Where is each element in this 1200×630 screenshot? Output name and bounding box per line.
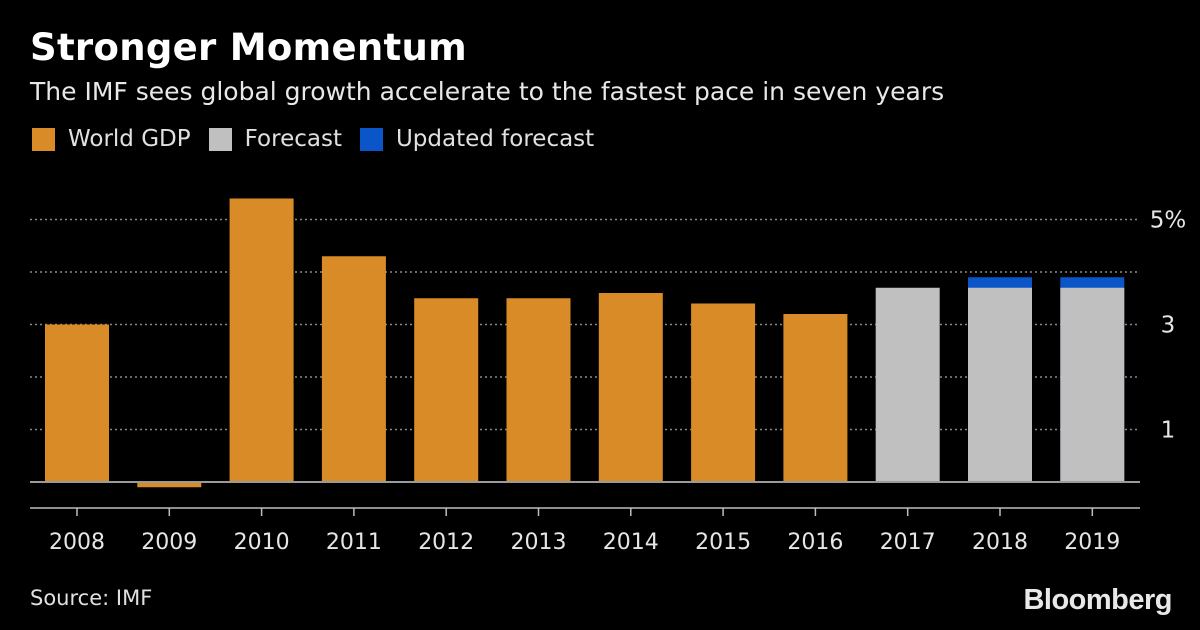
bar-world-gdp-2014 <box>598 293 663 482</box>
legend-swatch-forecast <box>208 127 232 151</box>
y-tick-label-1: 1 <box>1161 418 1176 444</box>
x-tick-label-2018: 2018 <box>972 530 1028 555</box>
x-tick-label-2016: 2016 <box>787 530 843 555</box>
bar-forecast-2017 <box>875 287 940 482</box>
x-tick-label-2019: 2019 <box>1064 530 1120 555</box>
x-tick-label-2009: 2009 <box>141 530 197 555</box>
legend-item-forecast: Forecast <box>208 126 342 152</box>
legend-label-forecast: Forecast <box>244 126 342 152</box>
chart-subtitle: The IMF sees global growth accelerate to… <box>30 77 945 106</box>
bar-world-gdp-2011 <box>321 256 386 482</box>
legend-label-world-gdp: World GDP <box>68 126 191 152</box>
bar-world-gdp-2010 <box>229 198 294 482</box>
x-tick-label-2008: 2008 <box>49 530 105 555</box>
legend-label-updated-forecast: Updated forecast <box>395 126 595 152</box>
legend-swatch-updated-forecast <box>359 127 383 151</box>
source-note: Source: IMF <box>30 586 153 610</box>
x-tick-label-2011: 2011 <box>326 530 382 555</box>
legend: World GDP Forecast Updated forecast <box>32 126 612 152</box>
x-tick-label-2013: 2013 <box>511 530 567 555</box>
chart-title: Stronger Momentum <box>30 26 467 69</box>
legend-swatch-world-gdp <box>32 127 55 151</box>
x-tick-label-2010: 2010 <box>234 530 290 555</box>
bar-world-gdp-2009 <box>137 482 202 488</box>
bar-world-gdp-2012 <box>414 298 479 482</box>
bar-world-gdp-2016 <box>783 314 848 482</box>
bloomberg-logo: Bloomberg <box>1023 584 1172 616</box>
x-tick-label-2015: 2015 <box>695 530 751 555</box>
bar-world-gdp-2015 <box>691 303 756 482</box>
x-tick-label-2017: 2017 <box>880 530 936 555</box>
y-tick-label-5: 5% <box>1150 208 1187 234</box>
y-tick-label-3: 3 <box>1161 313 1176 339</box>
legend-item-world-gdp: World GDP <box>32 126 191 152</box>
bar-world-gdp-2008 <box>45 324 109 482</box>
x-tick-label-2012: 2012 <box>418 530 474 555</box>
bar-forecast-2018 <box>968 287 1032 482</box>
bar-forecast-2019 <box>1060 287 1125 482</box>
bar-world-gdp-2013 <box>506 298 571 482</box>
x-tick-label-2014: 2014 <box>603 530 659 555</box>
legend-item-updated-forecast: Updated forecast <box>359 126 595 152</box>
